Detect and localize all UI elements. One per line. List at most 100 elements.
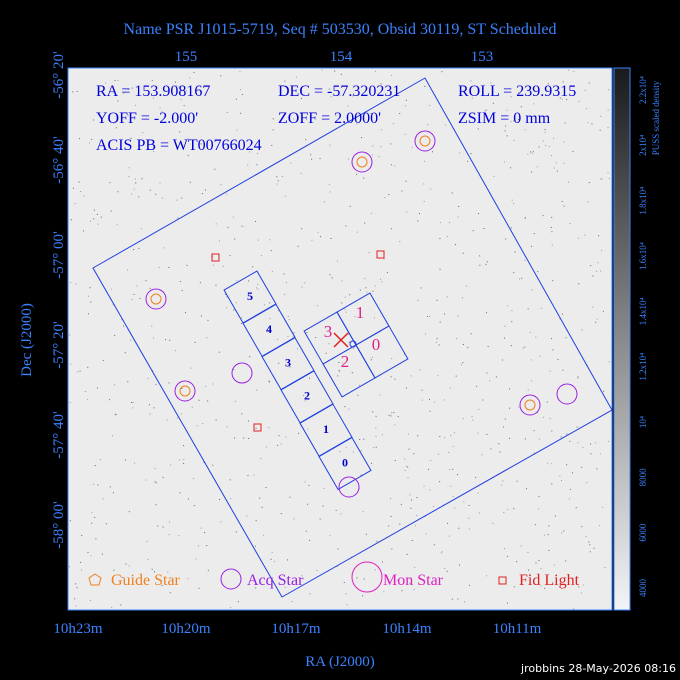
speckle bbox=[573, 608, 575, 610]
speckle bbox=[375, 415, 377, 417]
speckle bbox=[243, 437, 245, 439]
speckle bbox=[551, 463, 553, 465]
speckle bbox=[539, 355, 541, 357]
speckle bbox=[569, 488, 571, 490]
speckle bbox=[109, 399, 111, 401]
speckle bbox=[507, 508, 509, 510]
speckle bbox=[381, 434, 383, 436]
speckle bbox=[319, 518, 321, 520]
speckle bbox=[323, 201, 325, 203]
speckle bbox=[305, 530, 307, 532]
speckle bbox=[354, 316, 356, 318]
speckle bbox=[456, 338, 458, 340]
speckle bbox=[75, 583, 77, 585]
speckle bbox=[284, 80, 286, 82]
speckle bbox=[317, 305, 319, 307]
bottom-tick-label: 10h17m bbox=[271, 621, 321, 637]
speckle bbox=[424, 85, 426, 87]
speckle bbox=[590, 453, 592, 455]
speckle bbox=[482, 399, 484, 401]
left-tick-label: -56° 40' bbox=[51, 136, 67, 184]
speckle bbox=[271, 270, 273, 272]
speckle bbox=[403, 353, 405, 355]
speckle bbox=[413, 588, 415, 590]
speckle bbox=[527, 389, 529, 391]
i-chip-label: 2 bbox=[341, 352, 350, 371]
speckle bbox=[462, 297, 464, 299]
speckle bbox=[544, 587, 546, 589]
speckle bbox=[283, 273, 285, 275]
speckle bbox=[531, 152, 533, 154]
speckle bbox=[477, 492, 479, 494]
speckle bbox=[498, 443, 500, 445]
speckle bbox=[472, 419, 474, 421]
speckle bbox=[254, 545, 256, 547]
speckle bbox=[364, 277, 366, 279]
speckle bbox=[346, 604, 348, 606]
speckle bbox=[376, 540, 378, 542]
speckle bbox=[349, 294, 351, 296]
speckle bbox=[342, 362, 344, 364]
speckle bbox=[97, 223, 99, 225]
speckle bbox=[446, 236, 448, 238]
speckle bbox=[407, 466, 409, 468]
top-tick-label: 153 bbox=[471, 49, 494, 65]
speckle bbox=[309, 539, 311, 541]
speckle bbox=[516, 480, 518, 482]
speckle bbox=[215, 223, 217, 225]
speckle bbox=[554, 515, 556, 517]
speckle bbox=[112, 492, 114, 494]
chip-label: 5 bbox=[247, 289, 253, 303]
speckle bbox=[492, 102, 494, 104]
speckle bbox=[506, 555, 508, 557]
speckle bbox=[501, 484, 503, 486]
speckle bbox=[83, 230, 85, 232]
speckle bbox=[470, 333, 472, 335]
speckle bbox=[518, 91, 520, 93]
speckle bbox=[607, 109, 609, 111]
speckle bbox=[306, 332, 308, 334]
speckle bbox=[390, 498, 392, 500]
speckle bbox=[284, 586, 286, 588]
speckle bbox=[527, 308, 529, 310]
speckle bbox=[168, 266, 170, 268]
speckle bbox=[551, 244, 553, 246]
speckle bbox=[448, 222, 450, 224]
speckle bbox=[361, 137, 363, 139]
speckle bbox=[561, 98, 563, 100]
speckle bbox=[581, 526, 583, 528]
speckle bbox=[429, 398, 431, 400]
speckle bbox=[524, 129, 526, 131]
speckle bbox=[455, 375, 457, 377]
i-chip-label: 3 bbox=[324, 322, 333, 341]
speckle bbox=[379, 394, 381, 396]
speckle bbox=[166, 419, 168, 421]
speckle bbox=[364, 222, 366, 224]
speckle bbox=[69, 402, 71, 404]
speckle bbox=[394, 424, 396, 426]
speckle bbox=[467, 346, 469, 348]
speckle bbox=[198, 399, 200, 401]
speckle bbox=[131, 193, 133, 195]
speckle bbox=[304, 282, 306, 284]
speckle bbox=[531, 245, 533, 247]
speckle bbox=[317, 231, 319, 233]
speckle bbox=[135, 104, 137, 106]
speckle bbox=[597, 262, 599, 264]
speckle bbox=[303, 394, 305, 396]
speckle bbox=[268, 380, 270, 382]
speckle bbox=[457, 216, 459, 218]
speckle bbox=[337, 548, 339, 550]
speckle bbox=[341, 280, 343, 282]
speckle bbox=[297, 245, 299, 247]
speckle bbox=[329, 274, 331, 276]
speckle bbox=[445, 124, 447, 126]
speckle bbox=[411, 146, 413, 148]
speckle bbox=[481, 454, 483, 456]
speckle bbox=[174, 81, 176, 83]
speckle bbox=[289, 366, 291, 368]
speckle bbox=[388, 414, 390, 416]
speckle bbox=[509, 388, 511, 390]
speckle bbox=[408, 448, 410, 450]
speckle bbox=[105, 523, 107, 525]
